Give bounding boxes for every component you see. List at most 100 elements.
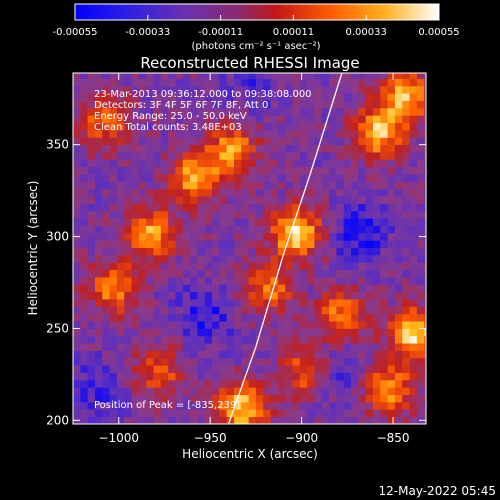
- heatmap-cell: [109, 225, 118, 234]
- heatmap-cell: [138, 379, 147, 388]
- heatmap-cell: [307, 269, 315, 278]
- heatmap-cell: [329, 247, 337, 256]
- heatmap-cell: [168, 159, 176, 168]
- heatmap-cell: [212, 328, 220, 337]
- heatmap-cell: [277, 144, 286, 153]
- heatmap-cell: [87, 306, 96, 315]
- heatmap-cell: [416, 137, 425, 146]
- heatmap-cell: [336, 107, 345, 116]
- heatmap-cell: [197, 394, 206, 403]
- heatmap-cell: [263, 218, 271, 226]
- heatmap-cell: [131, 328, 140, 337]
- heatmap-cell: [197, 387, 206, 395]
- heatmap-cell: [285, 343, 293, 351]
- heatmap-cell: [153, 372, 162, 381]
- heatmap-cell: [270, 203, 279, 212]
- heatmap-cell: [226, 115, 235, 124]
- heatmap-cell: [102, 115, 110, 124]
- heatmap-cell: [94, 299, 103, 307]
- heatmap-cell: [387, 321, 396, 329]
- heatmap-cell: [351, 159, 359, 168]
- heatmap-cell: [292, 240, 301, 248]
- heatmap-cell: [416, 196, 425, 204]
- heatmap-cell: [343, 401, 352, 410]
- heatmap-cell: [212, 262, 220, 271]
- heatmap-cell: [153, 254, 162, 263]
- heatmap-cell: [263, 78, 271, 87]
- heatmap-cell: [372, 335, 381, 344]
- heatmap-cell: [153, 409, 162, 418]
- heatmap-cell: [343, 85, 352, 94]
- heatmap-cell: [87, 291, 96, 300]
- heatmap-cell: [380, 409, 388, 418]
- heatmap-cell: [270, 335, 279, 344]
- heatmap-cell: [424, 357, 426, 366]
- colorbar-unit-label: (photons cm⁻² s⁻¹ asec⁻²): [191, 41, 320, 52]
- heatmap-cell: [402, 210, 410, 219]
- heatmap-cell: [109, 115, 118, 124]
- heatmap-cell: [365, 100, 374, 109]
- heatmap-cell: [292, 409, 301, 418]
- heatmap-cell: [299, 409, 308, 418]
- heatmap-cell: [285, 181, 293, 190]
- heatmap-cell: [146, 379, 154, 388]
- heatmap-cell: [263, 144, 271, 153]
- heatmap-cell: [329, 284, 337, 293]
- heatmap-cell: [241, 107, 249, 116]
- heatmap-cell: [80, 387, 89, 395]
- heatmap-cell: [416, 159, 425, 168]
- heatmap-cell: [285, 240, 293, 248]
- heatmap-cell: [321, 225, 330, 234]
- heatmap-cell: [160, 328, 169, 337]
- heatmap-cell: [394, 78, 403, 87]
- heatmap-cell: [204, 159, 213, 168]
- heatmap-cell: [212, 203, 220, 212]
- heatmap-cell: [73, 328, 81, 337]
- heatmap-cell: [175, 409, 184, 418]
- heatmap-cell: [197, 262, 206, 271]
- heatmap-cell: [94, 247, 103, 256]
- heatmap-cell: [292, 137, 301, 146]
- heatmap-cell: [387, 291, 396, 300]
- heatmap-cell: [182, 313, 191, 322]
- heatmap-cell: [358, 232, 367, 241]
- heatmap-cell: [307, 122, 315, 131]
- heatmap-cell: [102, 100, 110, 109]
- heatmap-cell: [80, 409, 89, 418]
- heatmap-cell: [212, 225, 220, 234]
- heatmap-cell: [190, 335, 198, 344]
- heatmap-cell: [94, 115, 103, 124]
- heatmap-cell: [351, 387, 359, 395]
- heatmap-cell: [387, 159, 396, 168]
- heatmap-cell: [329, 343, 337, 351]
- heatmap-cell: [351, 144, 359, 153]
- heatmap-cell: [409, 203, 418, 212]
- heatmap-cell: [285, 159, 293, 168]
- heatmap-cell: [109, 152, 118, 160]
- plot-frame: [72, 72, 427, 425]
- heatmap-cell: [168, 262, 176, 271]
- heatmap-cell: [416, 306, 425, 315]
- heatmap-cell: [416, 210, 425, 219]
- heatmap-cell: [329, 210, 337, 219]
- heatmap-cell: [109, 409, 118, 418]
- heatmap-cell: [80, 188, 89, 197]
- heatmap-cell: [307, 78, 315, 87]
- heatmap-cell: [160, 372, 169, 381]
- heatmap-cell: [329, 321, 337, 329]
- heatmap-cell: [87, 328, 96, 337]
- heatmap-cell: [146, 73, 154, 79]
- heatmap-cell: [241, 409, 249, 418]
- heatmap-cell: [197, 240, 206, 248]
- heatmap-cell: [351, 152, 359, 160]
- heatmap-cell: [292, 144, 301, 153]
- heatmap-cell: [358, 159, 367, 168]
- heatmap-cell: [80, 144, 89, 153]
- heatmap-cell: [292, 78, 301, 87]
- heatmap-cell: [241, 313, 249, 322]
- heatmap-cell: [387, 107, 396, 116]
- heatmap-cell: [226, 166, 235, 175]
- heatmap-cell: [197, 335, 206, 344]
- heatmap-cell: [94, 409, 103, 418]
- heatmap-cell: [153, 284, 162, 293]
